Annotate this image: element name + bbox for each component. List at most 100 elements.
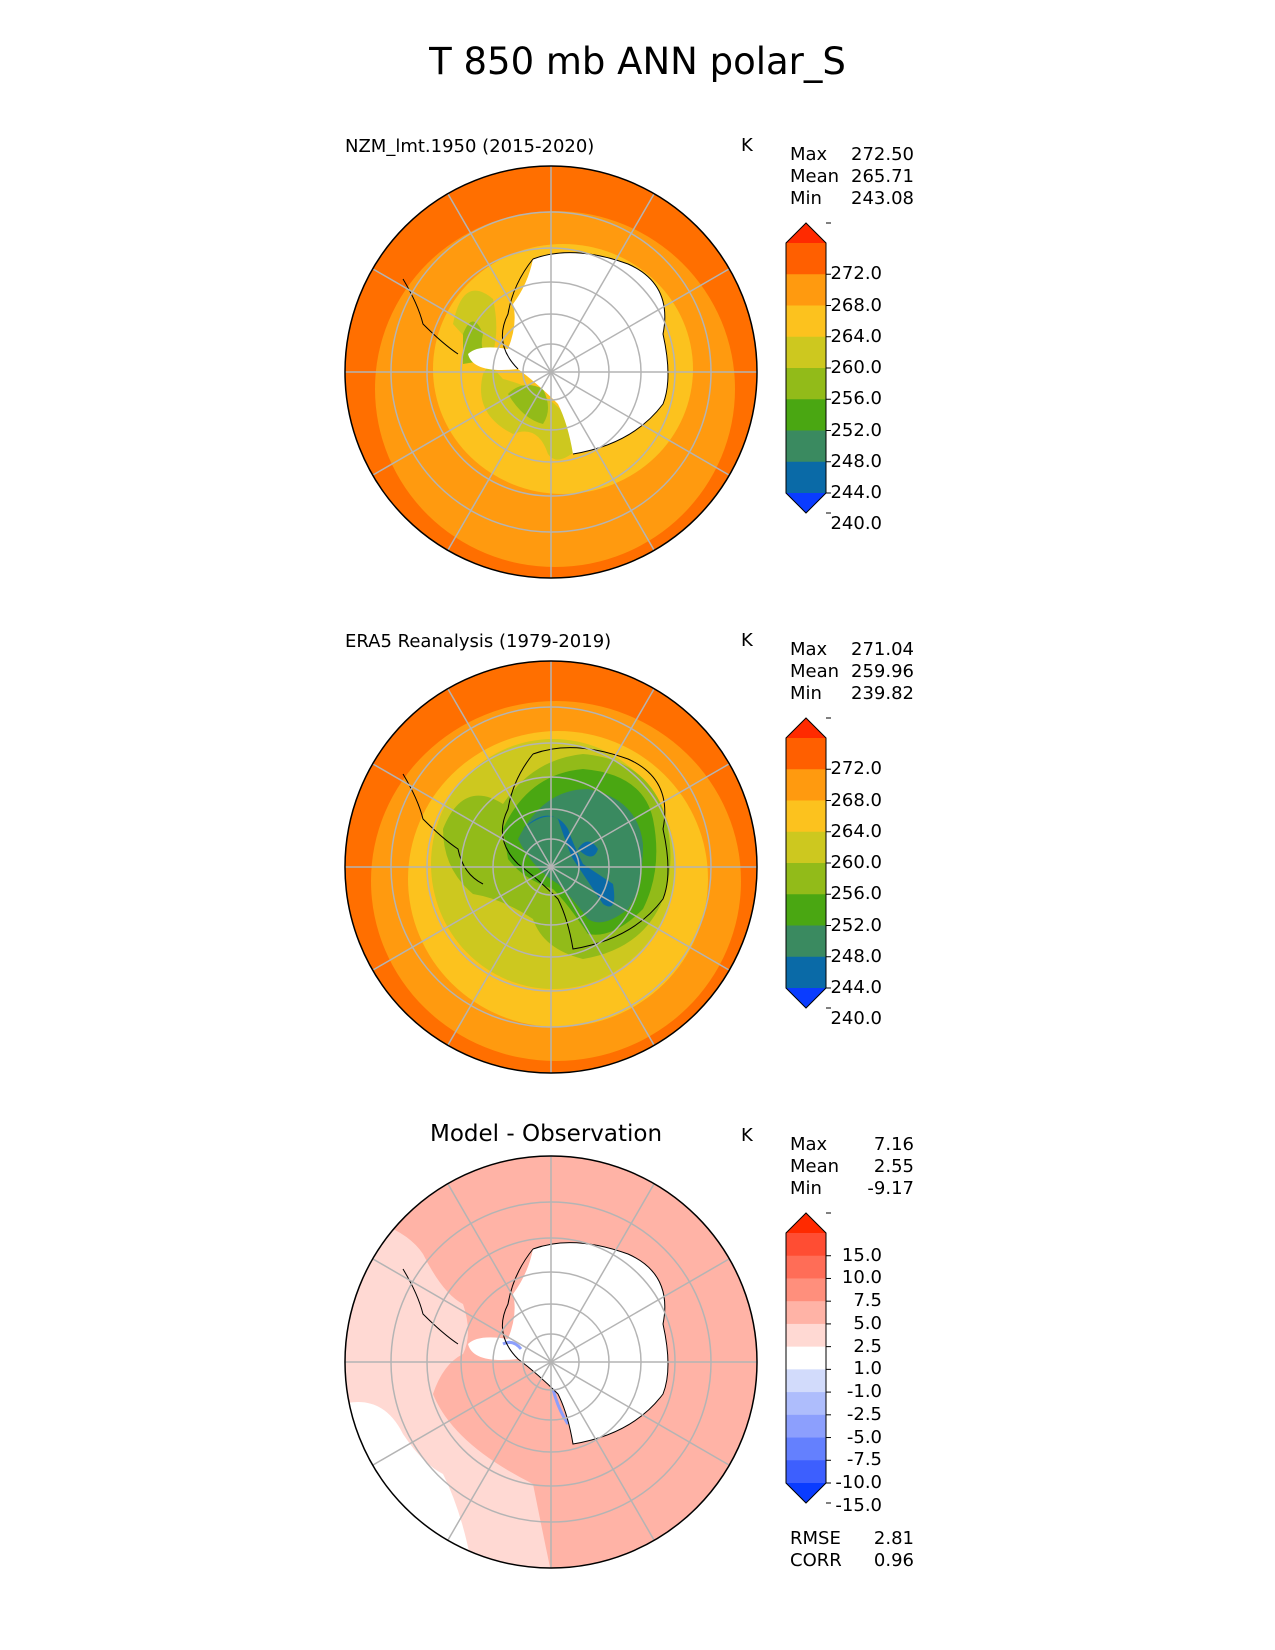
panel-1-units: K: [741, 135, 753, 156]
panel-2-colorbar-segment: [786, 863, 826, 895]
panel-3-stat-min: Min -9.17: [790, 1178, 914, 1199]
panel-3-stat-mean: Mean 2.55: [790, 1156, 914, 1177]
panel-2-colorbar-segment: [786, 769, 826, 801]
panel-2-units: K: [741, 630, 753, 651]
panel-1-colorbar-segment: [786, 368, 826, 400]
panel-3-colorbar-tick-label: -2.5: [846, 1403, 882, 1425]
panel-2-stat-mean: Mean 259.96: [790, 661, 914, 682]
panel-1-colorbar-tick-label: 256.0: [830, 388, 882, 410]
panel-2-stat-max: Max 271.04: [790, 639, 914, 660]
panel-2-colorbar-tick-label: 240.0: [830, 1008, 882, 1030]
panel-1-colorbar-segment: [786, 336, 826, 369]
panel-3-graticule: [345, 1156, 757, 1568]
panel-3-colorbar-tick-label: 10.0: [841, 1267, 882, 1289]
panel-2-graticule: [345, 661, 757, 1073]
panel-3-negative-patches: [502, 1340, 570, 1425]
panel-2-colorbar-tick-label: 256.0: [830, 883, 882, 905]
panel-3-colorbar-tick-label: -5.0: [846, 1426, 882, 1448]
panel-2-colorbar-tick-label: 268.0: [830, 789, 882, 811]
panel-2-colorbar-extend-top: [786, 718, 826, 738]
panel-2-colorbar-tick-label: 252.0: [830, 914, 882, 936]
panel-3-colorbar-segment: [786, 1255, 826, 1279]
panel-3-colorbar-segment: [786, 1346, 826, 1370]
panel-2-stat-min: Min 239.82: [790, 683, 914, 704]
panel-3-colorbar: [785, 1212, 831, 1504]
panel-3-metric-corr: CORR 0.96: [790, 1550, 914, 1571]
panel-1-colorbar-segment: [786, 274, 826, 306]
panel-3-colorbar-tick-label: 7.5: [853, 1290, 882, 1312]
panel-3-metrics: RMSE 2.81 CORR 0.96: [790, 1528, 914, 1572]
panel-3-ice-sheet: [468, 1242, 668, 1444]
panel-3-colorbar-tick-label: 1.0: [853, 1358, 882, 1380]
panel-3-units: K: [741, 1125, 753, 1146]
panel-3-colorbar-tick-label: 5.0: [853, 1312, 882, 1334]
panel-1-colorbar-tick-label: 264.0: [830, 325, 882, 347]
panel-1-band-252: [463, 321, 548, 424]
panel-1-ice-sheet: [468, 252, 668, 454]
panel-3-colorbar-segment: [786, 1414, 826, 1439]
panel-3-colorbar-segment: [786, 1437, 826, 1461]
panel-3-colorbar-segment: [786, 1392, 826, 1416]
panel-1-stat-min: Min 243.08: [790, 188, 914, 209]
panel-2-map-border: [344, 660, 758, 1074]
panel-3-colorbar-segment: [786, 1278, 826, 1302]
panel-2-colorbar-tick-label: 244.0: [830, 977, 882, 998]
panel-3-polar-map: [344, 1155, 758, 1569]
panel-1-colorbar-tick-label: 268.0: [830, 294, 882, 316]
panel-1-title: NZM_lmt.1950 (2015-2020): [345, 136, 595, 157]
panel-1-stats: Max 272.50 Mean 265.71 Min 243.08: [790, 144, 914, 210]
panel-3-colorbar-segment: [786, 1460, 826, 1484]
panel-2-colorbar-tick-label: 248.0: [830, 945, 882, 967]
panel-2-colorbar-segment: [786, 831, 826, 864]
panel-3-colorbar-extend-bottom: [786, 1483, 826, 1503]
panel-2-colorbar-extend-bottom: [786, 988, 826, 1008]
panel-2-colorbar-tick-label: 264.0: [830, 820, 882, 842]
panel-1-map-border: [344, 165, 758, 579]
panel-1-colorbar-tick-label: 244.0: [830, 482, 882, 503]
panel-3-colorbar-tick-label: -1.0: [846, 1381, 882, 1403]
panel-3-title: Model - Observation: [430, 1121, 663, 1147]
panel-2-stats: Max 271.04 Mean 259.96 Min 239.82: [790, 639, 914, 705]
panel-2-colorbar-segment: [786, 894, 826, 926]
panel-1-colorbar-segment: [786, 430, 826, 463]
panel-3-colorbar-segment: [786, 1323, 826, 1348]
panel-1-colorbar-segment: [786, 243, 826, 275]
panel-3-colorbar-tick-label: -7.5: [846, 1449, 882, 1471]
panel-3-map-border: [344, 1155, 758, 1569]
panel-1-colorbar-tick-label: 240.0: [830, 513, 882, 535]
panel-3-colorbar-extend-top: [786, 1213, 826, 1233]
panel-2-colorbar-tick-label: 260.0: [830, 852, 882, 873]
panel-3-metric-rmse: RMSE 2.81: [790, 1528, 914, 1549]
panel-2-colorbar-segment: [786, 925, 826, 958]
panel-2-title: ERA5 Reanalysis (1979-2019): [345, 631, 612, 652]
panel-1-colorbar-tick-label: 260.0: [830, 357, 882, 378]
panel-1-stat-mean: Mean 265.71: [790, 166, 914, 187]
panel-2-polar-map: [344, 660, 758, 1074]
panel-1-colorbar-tick-label: 272.0: [830, 263, 882, 285]
panel-1-coastline: [402, 252, 669, 455]
panel-1-colorbar-extend-bottom: [786, 493, 826, 513]
panel-1-colorbar: [785, 222, 831, 514]
panel-3-colorbar-tick-label: -10.0: [835, 1472, 882, 1493]
panel-1-graticule: [345, 166, 757, 578]
panel-1-stat-max: Max 272.50: [790, 144, 914, 165]
panel-2-colorbar: [785, 717, 831, 1009]
panel-3-stats: Max 7.16 Mean 2.55 Min -9.17: [790, 1134, 914, 1200]
panel-3-stat-max: Max 7.16: [790, 1134, 914, 1155]
panel-1-colorbar-segment: [786, 305, 826, 338]
panel-1-colorbar-tick-label: 252.0: [830, 419, 882, 441]
panel-3-colorbar-tick-label: -15.0: [835, 1494, 882, 1516]
panel-3-colorbar-tick-label: 15.0: [841, 1244, 882, 1266]
panel-3-colorbar-segment: [786, 1301, 826, 1325]
main-title: T 850 mb ANN polar_S: [429, 40, 846, 83]
panel-2-colorbar-tick-label: 272.0: [830, 758, 882, 780]
panel-3-colorbar-segment: [786, 1233, 826, 1257]
panel-1-colorbar-extend-top: [786, 223, 826, 243]
panel-1-colorbar-segment: [786, 461, 826, 494]
panel-1-colorbar-tick-label: 248.0: [830, 450, 882, 472]
panel-2-colorbar-segment: [786, 800, 826, 833]
panel-2-colorbar-segment: [786, 738, 826, 770]
panel-1-polar-map: [344, 165, 758, 579]
panel-1-colorbar-segment: [786, 399, 826, 431]
panel-2-colorbar-segment: [786, 956, 826, 989]
